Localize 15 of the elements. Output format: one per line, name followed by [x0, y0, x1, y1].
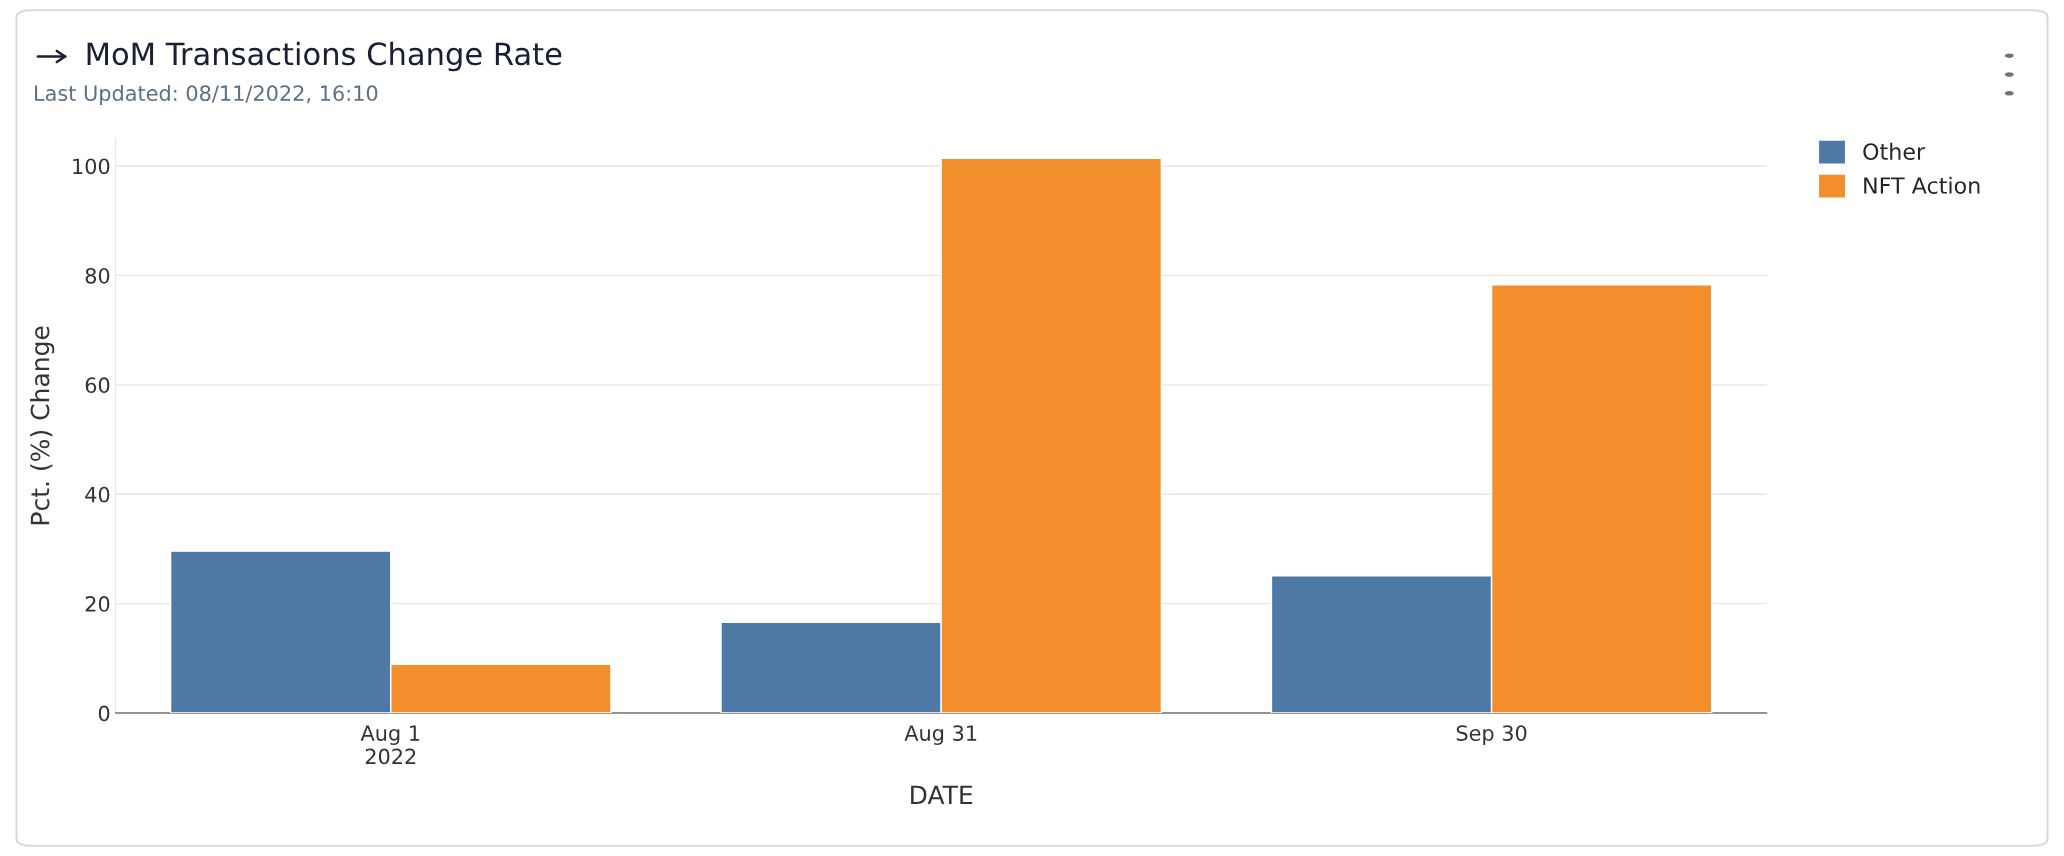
y-tick-label: 40 [85, 486, 110, 503]
legend-label: NFT Action [1864, 176, 1980, 194]
y-tick-label: 20 [85, 596, 110, 612]
y-tick-label: 60 [85, 377, 110, 394]
x-tick-label: Sep 30 [1456, 725, 1527, 746]
x-tick-label: Aug 31 [904, 725, 977, 746]
x-tick-label: Aug 1 2022 [360, 725, 420, 765]
chart-subtitle: Last Updated: 08/11/2022, 16:10 [35, 84, 378, 106]
chart-title: MoM Transactions Change Rate [87, 41, 562, 72]
y-tick-label: 80 [85, 267, 110, 284]
y-tick-label: 0 [98, 705, 110, 722]
x-axis-title: DATE [911, 785, 973, 805]
legend-label: Other [1863, 142, 1926, 160]
y-axis-title: Pct. (%) Change [30, 326, 55, 525]
y-tick-label: 100 [73, 158, 110, 175]
